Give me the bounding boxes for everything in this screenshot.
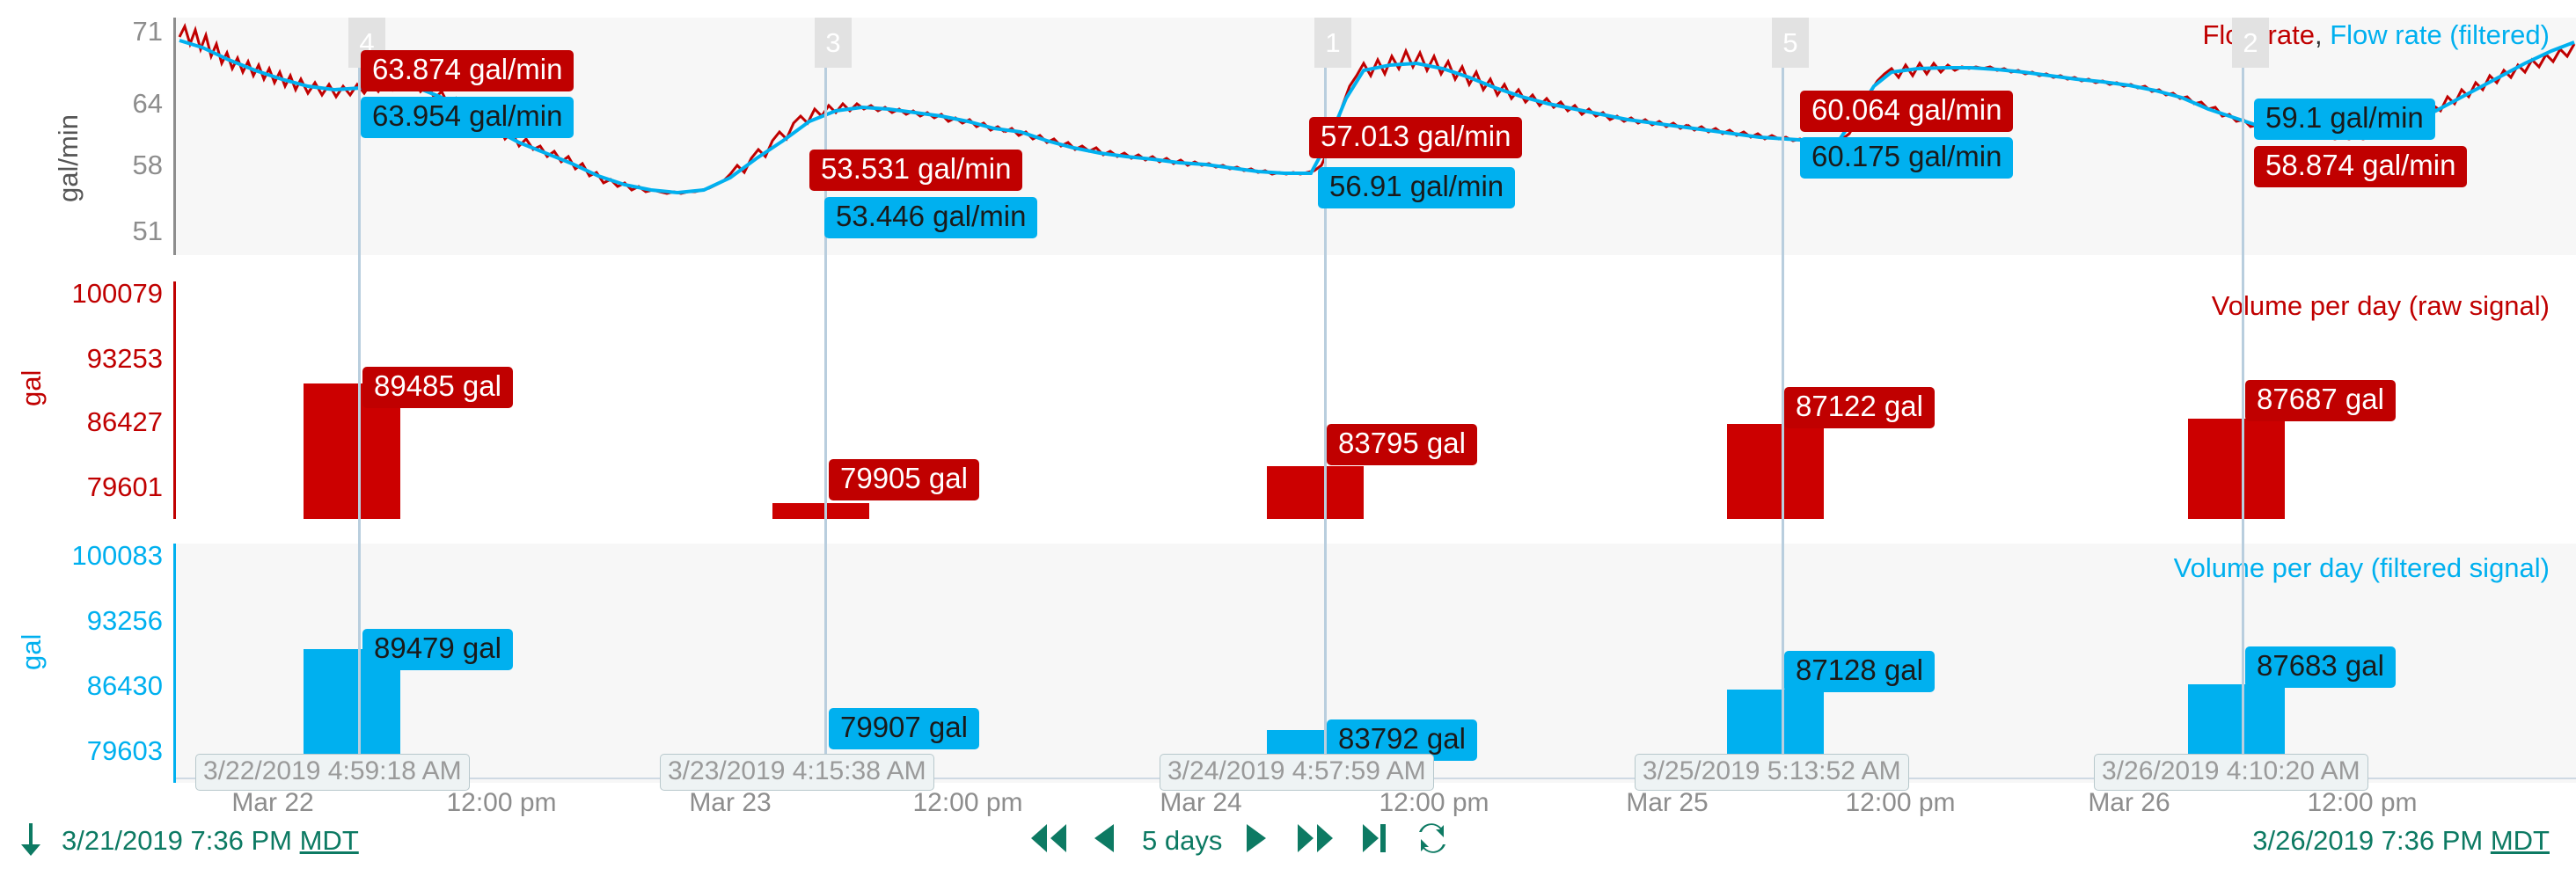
step-back-button[interactable] — [1091, 820, 1117, 857]
tooltip-volume-raw-3[interactable]: 87122 gal — [1784, 387, 1935, 428]
refresh-icon[interactable] — [1415, 820, 1450, 857]
step-forward-button[interactable] — [1243, 820, 1270, 857]
title-volume-filtered: Volume per day (filtered signal) — [2173, 552, 2550, 583]
plot-area-volume-raw — [176, 281, 2576, 519]
tooltip-volume-raw-4[interactable]: 87687 gal — [2245, 380, 2396, 421]
y-tick-flow-3: 51 — [132, 215, 163, 246]
bar-volume-raw-3[interactable] — [1727, 424, 1824, 519]
download-icon[interactable] — [16, 822, 46, 858]
date-chip-4[interactable]: 3/26/2019 4:10:20 AM — [2094, 754, 2368, 791]
y-tick-vol-filt-0: 100083 — [71, 540, 163, 571]
y-tick-vol-raw-3: 79601 — [86, 471, 163, 502]
x-tick-1: 12:00 pm — [446, 788, 557, 817]
marker-badge-2[interactable]: 2 — [2232, 18, 2269, 68]
y-tick-vol-filt-2: 86430 — [86, 670, 163, 701]
marker-badge-5[interactable]: 5 — [1772, 18, 1809, 68]
tooltip-flow-raw-2[interactable]: 57.013 gal/min — [1309, 117, 1523, 158]
tooltip-volume-filtered-2[interactable]: 83792 gal — [1327, 719, 1477, 761]
tooltip-volume-filtered-1[interactable]: 79907 gal — [829, 708, 979, 749]
tooltip-flow-filtered-2[interactable]: 56.91 gal/min — [1318, 167, 1516, 208]
y-axis-flow-rate — [173, 18, 176, 255]
bar-volume-raw-2[interactable] — [1267, 466, 1364, 519]
flow-rate-traces — [178, 22, 2576, 195]
range-duration-label[interactable]: 5 days — [1142, 825, 1223, 856]
fast-forward-button[interactable] — [1296, 820, 1336, 857]
tooltip-flow-filtered-3[interactable]: 60.175 gal/min — [1800, 137, 2014, 179]
tooltip-flow-filtered-4[interactable]: 59.1 gal/min — [2254, 99, 2435, 140]
tooltip-volume-raw-0[interactable]: 89485 gal — [362, 367, 513, 408]
skip-to-start-button[interactable] — [1028, 820, 1068, 857]
legend-separator: , — [2314, 19, 2331, 50]
y-axis-volume-raw — [173, 281, 176, 519]
date-chip-3[interactable]: 3/25/2019 5:13:52 AM — [1635, 754, 1909, 791]
y-tick-flow-0: 71 — [132, 16, 163, 47]
tooltip-volume-raw-1[interactable]: 79905 gal — [829, 459, 979, 500]
x-tick-0: Mar 22 — [231, 788, 314, 817]
y-tick-vol-raw-2: 86427 — [86, 406, 163, 437]
title-volume-raw: Volume per day (raw signal) — [2211, 290, 2550, 321]
range-end-label: 3/26/2019 7:36 PM — [2252, 825, 2484, 856]
bar-volume-raw-4[interactable] — [2188, 419, 2285, 519]
x-tick-4: Mar 24 — [1160, 788, 1242, 817]
flow-rate-filtered-line — [179, 39, 2575, 195]
marker-badge-1[interactable]: 1 — [1314, 18, 1351, 68]
x-tick-2: Mar 23 — [689, 788, 772, 817]
tooltip-volume-filtered-3[interactable]: 87128 gal — [1784, 651, 1935, 692]
marker-line-4[interactable] — [358, 18, 361, 778]
tooltip-flow-raw-3[interactable]: 60.064 gal/min — [1800, 91, 2014, 132]
tooltip-flow-filtered-0[interactable]: 63.954 gal/min — [361, 97, 574, 138]
y-tick-vol-filt-1: 93256 — [86, 605, 163, 636]
marker-line-1[interactable] — [1324, 18, 1327, 778]
range-end-time[interactable]: 3/26/2019 7:36 PM MDT — [2252, 825, 2550, 857]
tooltip-volume-raw-2[interactable]: 83795 gal — [1327, 424, 1477, 465]
marker-badge-3[interactable]: 3 — [815, 18, 852, 68]
tooltip-volume-filtered-4[interactable]: 87683 gal — [2245, 646, 2396, 688]
y-axis-title-volume-filtered: gal — [16, 633, 47, 670]
y-tick-vol-raw-1: 93253 — [86, 343, 163, 374]
y-axis-volume-filtered — [173, 544, 176, 783]
marker-line-5[interactable] — [1782, 18, 1784, 778]
x-tick-6: Mar 25 — [1626, 788, 1709, 817]
x-tick-7: 12:00 pm — [1845, 788, 1956, 817]
tooltip-flow-filtered-1[interactable]: 53.446 gal/min — [824, 197, 1038, 238]
y-tick-vol-filt-3: 79603 — [86, 735, 163, 766]
x-tick-9: 12:00 pm — [2307, 788, 2418, 817]
legend-flow-rate-filtered: Flow rate (filtered) — [2330, 19, 2550, 50]
time-navigation-bar: 3/21/2019 7:36 PM MDT 5 days 3/26/2019 7… — [0, 813, 2576, 869]
tooltip-volume-filtered-0[interactable]: 89479 gal — [362, 629, 513, 670]
range-start-time[interactable]: 3/21/2019 7:36 PM MDT — [62, 825, 359, 857]
marker-line-3[interactable] — [824, 18, 827, 778]
bar-volume-raw-1[interactable] — [772, 503, 869, 519]
y-tick-flow-1: 64 — [132, 88, 163, 119]
panel-volume-raw: gal 100079 93253 86427 79601 Volume per … — [0, 264, 2576, 528]
x-tick-5: 12:00 pm — [1379, 788, 1489, 817]
y-tick-flow-2: 58 — [132, 150, 163, 180]
y-tick-vol-raw-0: 100079 — [71, 278, 163, 309]
x-tick-3: 12:00 pm — [912, 788, 1023, 817]
date-chip-0[interactable]: 3/22/2019 4:59:18 AM — [195, 754, 470, 791]
y-axis-title-volume-raw: gal — [16, 369, 47, 406]
range-start-timezone[interactable]: MDT — [299, 825, 359, 856]
x-tick-8: Mar 26 — [2088, 788, 2170, 817]
skip-to-end-button[interactable] — [1359, 820, 1389, 857]
range-end-timezone[interactable]: MDT — [2490, 825, 2550, 856]
date-chip-1[interactable]: 3/23/2019 4:15:38 AM — [660, 754, 934, 791]
marker-line-2[interactable] — [2242, 18, 2244, 778]
tooltip-flow-raw-0[interactable]: 63.874 gal/min — [361, 50, 574, 91]
tooltip-flow-raw-1[interactable]: 53.531 gal/min — [809, 150, 1023, 191]
range-start-label: 3/21/2019 7:36 PM — [62, 825, 292, 856]
tooltip-flow-raw-4[interactable]: 58.874 gal/min — [2254, 146, 2468, 187]
date-chip-2[interactable]: 3/24/2019 4:57:59 AM — [1160, 754, 1434, 791]
